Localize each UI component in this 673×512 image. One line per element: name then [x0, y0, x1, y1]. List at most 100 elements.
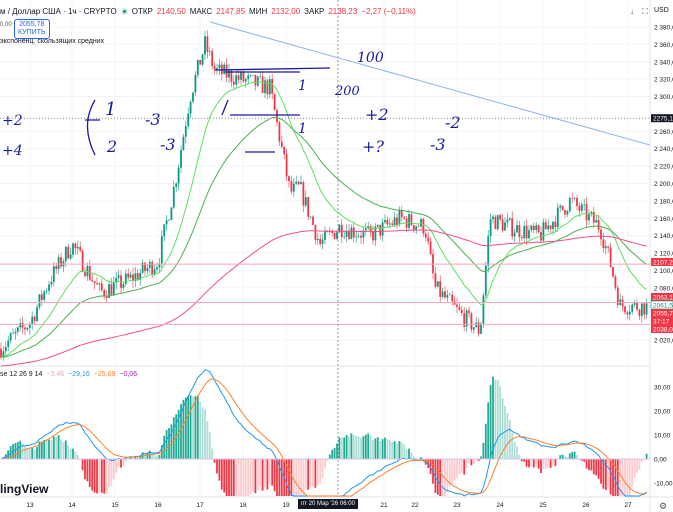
candle-body	[297, 181, 300, 185]
fullscreen-icon[interactable]: ⛶	[642, 7, 648, 16]
candle-body	[576, 197, 578, 207]
candle-body	[7, 340, 10, 347]
candle-body	[206, 36, 209, 52]
settings-icon[interactable]: ⚙	[659, 501, 668, 511]
macd-histogram-bar	[307, 459, 310, 490]
macd-histogram-bar	[261, 459, 264, 491]
candle-body	[273, 94, 276, 110]
buy-price: 2055,78	[19, 21, 45, 28]
macd-histogram-bar	[475, 459, 478, 461]
macd-histogram-bar	[129, 457, 132, 459]
macd-histogram-bar	[376, 437, 379, 459]
macd-histogram-bar	[408, 448, 410, 459]
sell-price[interactable]: 0,00	[0, 22, 12, 28]
macd-histogram-bar	[525, 459, 528, 467]
macd-histogram-bar	[295, 459, 298, 496]
macd-histogram-bar	[506, 413, 509, 459]
symbol-legend: м / Доллар США · 1ч · CRYPTO ОТКР 2140,50…	[0, 7, 416, 16]
macd-histogram-bar	[511, 433, 514, 459]
candle-body	[494, 216, 497, 230]
candle-body	[88, 266, 91, 280]
macd-histogram-bar	[19, 440, 22, 459]
macd-histogram-bar	[499, 386, 502, 459]
candle-body	[518, 225, 521, 238]
candle-body	[578, 206, 581, 211]
candle-body	[26, 328, 29, 330]
candle-body	[616, 287, 619, 305]
candle-body	[564, 210, 566, 215]
macd-legend[interactable]: se 12 26 9 14 −3,46 −29,16 −25,69 −0,06	[0, 371, 137, 378]
macd-histogram-bar	[33, 449, 36, 459]
candle-body	[600, 229, 602, 240]
macd-histogram-bar	[304, 459, 307, 490]
macd-histogram-bar	[98, 459, 101, 493]
candle-body	[31, 316, 34, 325]
macd-histogram-bar	[379, 440, 382, 459]
candle-body	[163, 224, 166, 237]
candle-body	[631, 304, 634, 312]
macd-histogram-bar	[412, 456, 415, 459]
macd-histogram-bar	[518, 454, 521, 459]
macd-axis-tick: 20,00	[654, 409, 671, 416]
buy-button[interactable]: 2055,78 КУПИТЬ	[14, 19, 50, 39]
macd-histogram-bar	[595, 459, 598, 476]
candle-body	[520, 237, 523, 239]
macd-histogram-bar	[336, 443, 338, 459]
candle-body	[374, 226, 377, 241]
market-status-icon	[120, 8, 128, 15]
candle-body	[247, 75, 250, 80]
macd-histogram-bar	[477, 459, 480, 461]
macd-histogram-bar	[484, 423, 487, 459]
candle-body	[177, 167, 180, 184]
macd-histogram-bar	[436, 459, 439, 495]
macd-histogram-bar	[156, 455, 158, 459]
macd-histogram-bar	[326, 459, 329, 462]
candle-body	[228, 70, 230, 78]
candle-body	[458, 306, 461, 310]
macd-histogram-bar	[585, 459, 588, 469]
handwritten-note: 2	[106, 137, 117, 156]
macd-histogram-bar	[26, 448, 29, 459]
macd-histogram-bar	[208, 432, 211, 459]
candle-body	[331, 231, 334, 233]
macd-histogram-bar	[57, 435, 60, 459]
macd-histogram-bar	[76, 454, 79, 459]
candle-body	[523, 225, 526, 239]
currency-label[interactable]: USD	[654, 7, 669, 14]
macd-histogram-bar	[134, 456, 137, 459]
macd-histogram-bar	[628, 459, 631, 496]
macd-histogram-bar	[472, 459, 475, 465]
macd-histogram-bar	[583, 459, 586, 462]
price-tick: 2 240,0	[654, 146, 673, 153]
candle-body	[96, 283, 98, 285]
price-label-text: 2061,5	[653, 302, 673, 309]
macd-histogram-bar	[168, 427, 170, 459]
change-value: −2,27 (−0,11%)	[361, 7, 416, 16]
macd-histogram-bar	[151, 454, 154, 459]
candle-body	[427, 237, 430, 242]
macd-histogram-bar	[204, 409, 206, 459]
macd-histogram-bar	[381, 439, 384, 459]
candle-body	[268, 79, 271, 95]
macd-histogram-bar	[597, 459, 600, 479]
macd-histogram-bar	[252, 459, 254, 492]
macd-histogram-bar	[643, 459, 646, 461]
candle-body	[194, 74, 197, 93]
macd-histogram-bar	[388, 440, 391, 459]
macd-histogram-bar	[607, 459, 610, 490]
candle-body	[36, 307, 38, 322]
macd-histogram-bar	[621, 459, 624, 496]
download-icon[interactable]: ↓	[630, 7, 634, 16]
candle-body	[136, 273, 139, 281]
macd-histogram-bar	[446, 459, 449, 492]
price-tick: 2 320,0	[654, 77, 673, 84]
candle-body	[468, 310, 470, 314]
price-label-text: 2038,0	[653, 326, 673, 333]
candle-body	[393, 217, 396, 226]
macd-histogram-bar	[220, 459, 223, 490]
indicator-legend[interactable]: экспоненц. скользящих средних	[0, 38, 105, 45]
macd-hist-value: −3,46	[46, 371, 65, 378]
close-value: 2138,23	[328, 7, 358, 16]
candle-body	[326, 231, 329, 233]
